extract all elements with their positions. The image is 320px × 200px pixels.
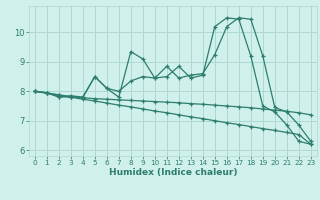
- X-axis label: Humidex (Indice chaleur): Humidex (Indice chaleur): [108, 168, 237, 177]
